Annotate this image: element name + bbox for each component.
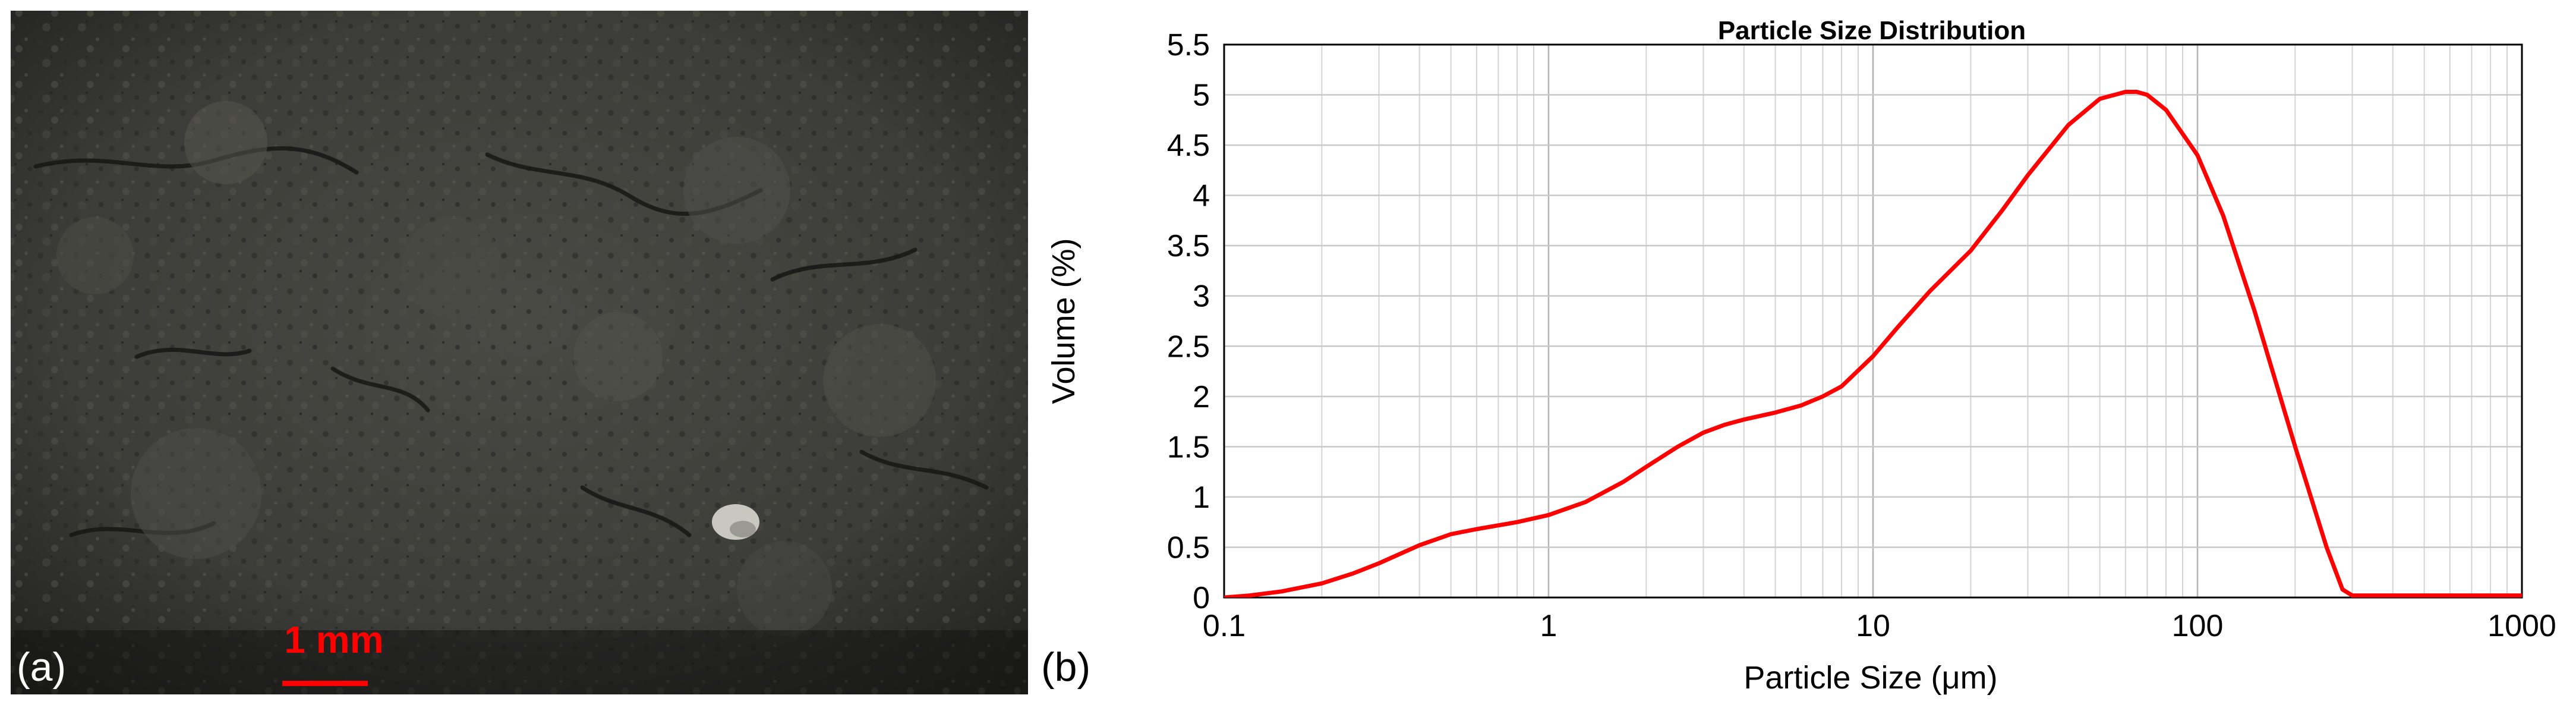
scale-bar-label: 1 mm [284,618,383,661]
x-axis-label: Particle Size (μm) [1743,660,1997,696]
y-tick-label: 0 [1193,581,1210,615]
series-line [1224,90,2522,598]
y-axis-label: Volume (%) [1046,238,1082,404]
y-tick-label: 4 [1193,179,1210,213]
minor-grid [1321,45,2508,598]
soil-clods [56,101,936,636]
y-tick-labels: 0 0.5 1 1.5 2 2.5 3 3.5 4 4.5 5 5.5 [1167,28,1210,615]
plot-frame [1223,43,2523,599]
scale-bar [282,681,368,686]
soil-crack [770,247,917,282]
photo-bottom-shadow [11,630,1028,694]
x-tick-label: 1000 [2487,609,2556,643]
y-tick-label: 2 [1193,380,1210,414]
x-tick-labels: 0.1 1 10 100 1000 [1203,609,2556,643]
y-tick-label: 5 [1193,78,1210,113]
x-tick-label: 0.1 [1203,609,1246,643]
soil-clod [737,541,832,636]
panel-a-label: (a) [17,644,66,690]
soil-clod [131,428,261,559]
x-tick-label: 10 [1856,609,1890,643]
soil-crack [134,347,252,359]
y-tick-label: 3.5 [1167,229,1210,263]
soil-crack [330,366,430,413]
soil-clod [401,217,502,318]
bright-pebble-shade [730,521,756,537]
soil-clod [683,137,790,244]
soil-clod [56,217,134,294]
photo-panel: 1 mm (a) [11,11,1028,694]
soil-crack [859,449,989,490]
y-tick-label: 1.5 [1167,430,1210,464]
panel-b-label: (b) [1041,644,1090,690]
y-tick-label: 0.5 [1167,530,1210,565]
soil-crack [580,485,692,537]
soil-clod [823,324,936,437]
y-tick-label: 2.5 [1167,329,1210,364]
x-tick-label: 100 [2172,609,2224,643]
y-tick-label: 5.5 [1167,28,1210,62]
chart-plot: 0.1 1 10 100 1000 0 0.5 1 1.5 2 2.5 3 3.5 4 4.5 5 5.5 P… [1046,16,2556,696]
soil-clod [573,312,663,401]
series-group [1224,90,2522,598]
y-tick-label: 1 [1193,480,1210,515]
y-tick-label: 3 [1193,279,1210,314]
chart-title: Particle Size Distribution [1718,16,2026,45]
y-tick-label: 4.5 [1167,128,1210,163]
soil-clod [184,101,267,184]
x-tick-label: 1 [1540,609,1557,643]
